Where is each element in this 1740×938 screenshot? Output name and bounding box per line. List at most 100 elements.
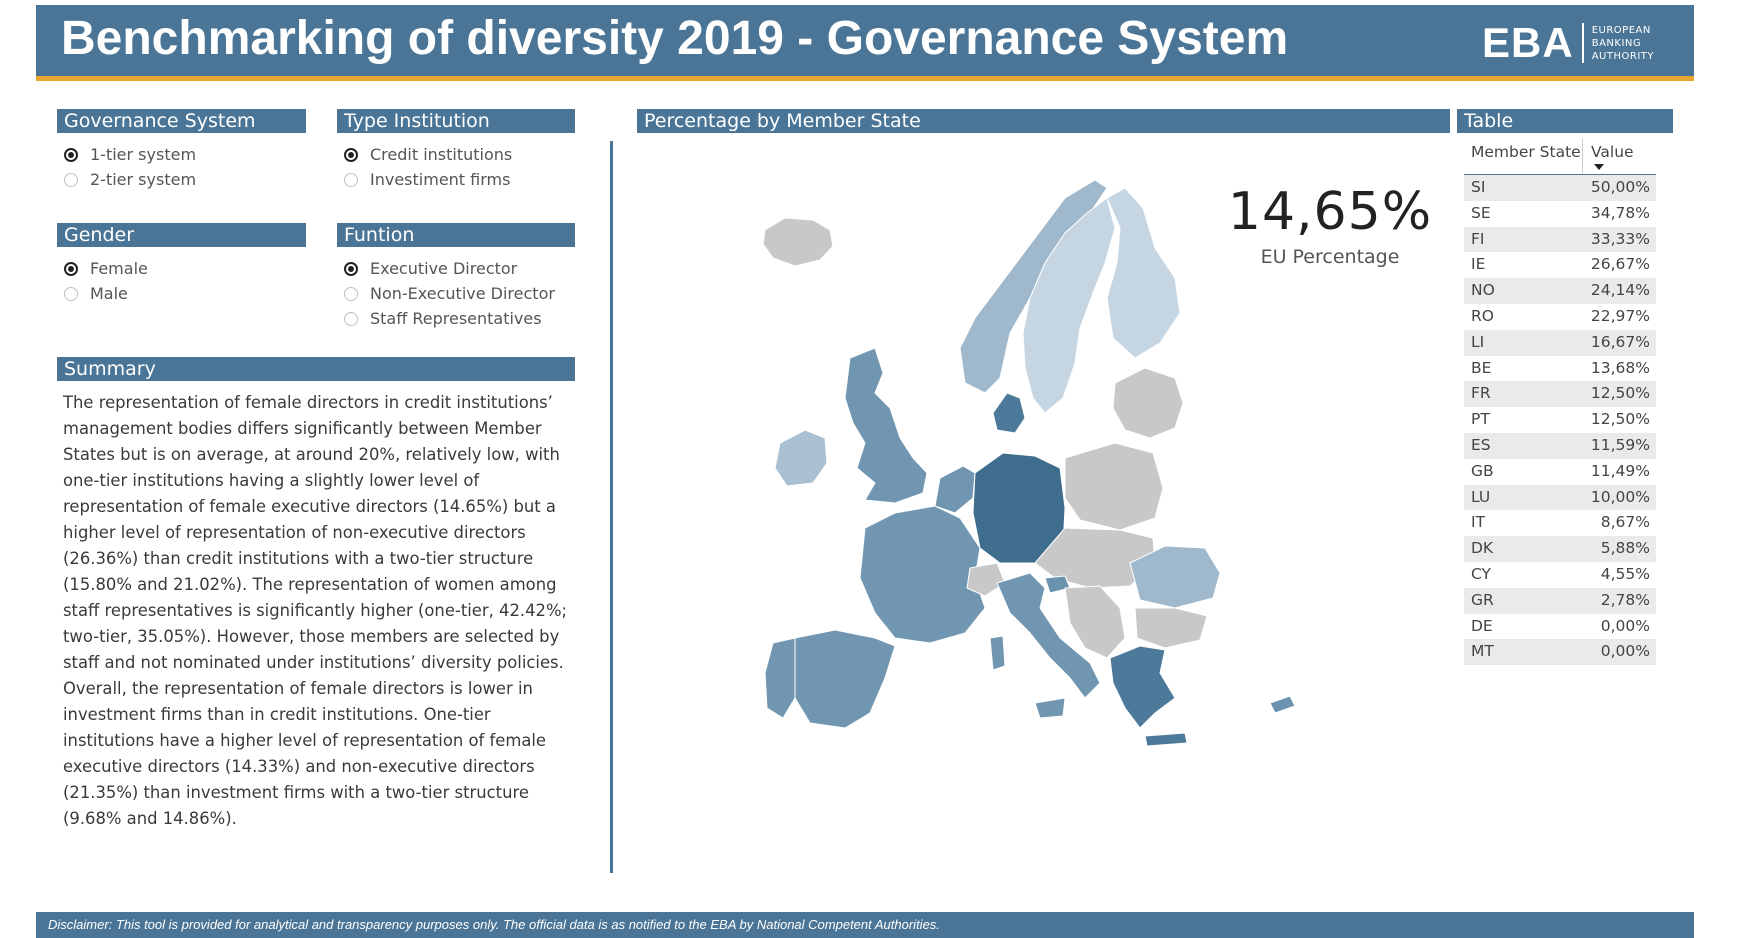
table-row[interactable]: SI 50,00% — [1464, 175, 1656, 201]
governance-option-2tier[interactable]: 2-tier system — [64, 167, 196, 192]
map-region-iceland[interactable] — [762, 217, 834, 267]
cell-member-state: CY — [1471, 564, 1492, 583]
map-region-romania[interactable] — [1129, 545, 1221, 609]
logo-line-3: AUTHORITY — [1591, 50, 1654, 62]
radio-unselected-icon[interactable] — [64, 286, 78, 301]
table-row[interactable]: LU 10,00% — [1464, 484, 1656, 511]
table-row[interactable]: RO 22,97% — [1464, 304, 1656, 330]
table-row[interactable]: SE 34,78% — [1464, 201, 1656, 227]
map-region-balkans[interactable] — [1064, 585, 1126, 659]
cell-member-state: MT — [1471, 642, 1494, 661]
cell-value: 16,67% — [1590, 332, 1650, 351]
table-row[interactable]: FI 33,33% — [1464, 226, 1656, 253]
radio-unselected-icon[interactable] — [344, 311, 358, 326]
summary-title: Summary — [57, 357, 575, 381]
cell-member-state: GR — [1471, 590, 1494, 609]
radio-unselected-icon[interactable] — [344, 286, 358, 301]
radio-selected-icon[interactable] — [64, 261, 78, 276]
map-region-norway[interactable] — [959, 179, 1108, 394]
table-row[interactable]: GR 2,78% — [1464, 587, 1656, 614]
radio-unselected-icon[interactable] — [344, 172, 358, 187]
gender-option-male[interactable]: Male — [64, 281, 148, 306]
cell-member-state: PT — [1471, 410, 1490, 429]
cell-member-state: SE — [1471, 203, 1491, 222]
map-region-italy[interactable] — [996, 572, 1101, 699]
option-label: Investiment firms — [370, 170, 511, 189]
table-row[interactable]: GB 11,49% — [1464, 459, 1656, 485]
map-region-crete[interactable] — [1144, 732, 1188, 747]
table-row[interactable]: DE 0,00% — [1464, 614, 1656, 640]
option-label: Female — [90, 259, 148, 278]
map-region-ireland[interactable] — [774, 429, 828, 487]
member-state-table: Member State Value SI 50,00% SE 34,78% FI 33,… — [1464, 138, 1656, 666]
table-row[interactable]: MT 0,00% — [1464, 639, 1656, 666]
governance-option-1tier[interactable]: 1-tier system — [64, 142, 196, 167]
table-row[interactable]: LI 16,67% — [1464, 329, 1656, 356]
map-region-cyprus[interactable] — [1269, 695, 1296, 714]
type-option-investment[interactable]: Investiment firms — [344, 167, 512, 192]
logo-line-2: BANKING — [1591, 37, 1642, 49]
cell-value: 33,33% — [1590, 229, 1650, 248]
map-region-denmark[interactable] — [992, 392, 1026, 434]
table-row[interactable]: CY 4,55% — [1464, 562, 1656, 588]
cell-value: 5,88% — [1600, 539, 1650, 558]
cell-value: 0,00% — [1600, 616, 1650, 635]
column-header-value[interactable]: Value — [1582, 138, 1656, 174]
cell-value: 34,78% — [1590, 203, 1650, 222]
eba-logo: EBA EUROPEAN BANKING AUTHORITY — [1482, 19, 1654, 67]
gender-option-female[interactable]: Female — [64, 256, 148, 281]
type-option-credit[interactable]: Credit institutions — [344, 142, 512, 167]
sort-descending-icon[interactable] — [1594, 164, 1604, 170]
option-label: Executive Director — [370, 259, 518, 278]
cell-member-state: ES — [1471, 435, 1491, 454]
cell-value: 26,67% — [1590, 255, 1650, 274]
map-region-france[interactable] — [859, 505, 986, 644]
table-row[interactable]: IE 26,67% — [1464, 252, 1656, 278]
table-row[interactable]: NO 24,14% — [1464, 278, 1656, 304]
map-region-bulgaria[interactable] — [1134, 607, 1208, 649]
radio-selected-icon[interactable] — [344, 147, 358, 162]
cell-value: 12,50% — [1590, 384, 1650, 403]
function-option-executive[interactable]: Executive Director — [344, 256, 555, 281]
cell-member-state: NO — [1471, 281, 1495, 300]
map-region-finland[interactable] — [1106, 187, 1181, 359]
eu-percentage-label: EU Percentage — [1260, 246, 1400, 268]
map-region-benelux[interactable] — [934, 465, 976, 514]
column-header-state[interactable]: Member State — [1471, 143, 1581, 161]
panel-divider — [610, 141, 613, 873]
radio-selected-icon[interactable] — [344, 261, 358, 276]
logo-abbr: EBA — [1482, 19, 1574, 66]
radio-unselected-icon[interactable] — [64, 172, 78, 187]
cell-member-state: DK — [1471, 539, 1494, 558]
map-region-switzerland[interactable] — [966, 562, 1006, 597]
map-region-sweden[interactable] — [1022, 197, 1116, 414]
map-region-poland[interactable] — [1064, 442, 1164, 531]
map-region-greece[interactable] — [1109, 645, 1176, 729]
cell-value: 8,67% — [1600, 513, 1650, 532]
cell-value: 0,00% — [1600, 642, 1650, 661]
cell-value: 2,78% — [1600, 590, 1650, 609]
map-region-uk[interactable] — [844, 347, 928, 504]
radio-selected-icon[interactable] — [64, 147, 78, 162]
table-row[interactable]: FR 12,50% — [1464, 381, 1656, 408]
map-region-portugal[interactable] — [764, 637, 796, 719]
table-header: Member State Value — [1464, 138, 1656, 175]
cell-value: 12,50% — [1590, 410, 1650, 429]
table-row[interactable]: ES 11,59% — [1464, 432, 1656, 459]
map-region-sicily[interactable] — [1034, 697, 1066, 719]
map-region-baltics[interactable] — [1112, 367, 1184, 439]
disclaimer-footer: Disclaimer: This tool is provided for an… — [36, 912, 1694, 938]
table-row[interactable]: IT 8,67% — [1464, 510, 1656, 536]
table-row[interactable]: PT 12,50% — [1464, 407, 1656, 433]
governance-slicer: 1-tier system 2-tier system — [64, 142, 196, 192]
function-option-nonexecutive[interactable]: Non-Executive Director — [344, 281, 555, 306]
table-row[interactable]: DK 5,88% — [1464, 536, 1656, 562]
map-region-spain[interactable] — [794, 629, 896, 729]
function-option-staff[interactable]: Staff Representatives — [344, 306, 555, 331]
map-region-sardinia[interactable] — [989, 635, 1006, 671]
type-institution-slicer: Credit institutions Investiment firms — [344, 142, 512, 192]
europe-map[interactable] — [735, 168, 1355, 818]
cell-value: 24,14% — [1590, 281, 1650, 300]
table-row[interactable]: BE 13,68% — [1464, 356, 1656, 382]
eu-percentage-card: 14,65% EU Percentage — [1205, 182, 1455, 268]
